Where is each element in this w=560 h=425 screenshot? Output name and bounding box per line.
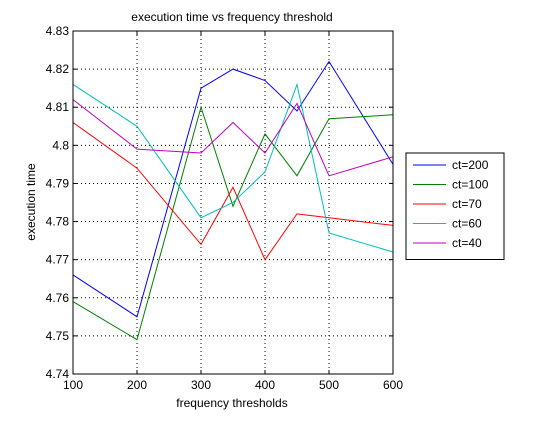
legend-label: ct=60 bbox=[452, 217, 482, 231]
legend-box bbox=[405, 152, 505, 260]
y-tick-label: 4.8 bbox=[52, 138, 69, 152]
y-tick-label: 4.78 bbox=[46, 215, 70, 229]
y-tick-label: 4.76 bbox=[46, 291, 70, 305]
legend-label: ct=70 bbox=[452, 197, 482, 211]
x-tick-label: 300 bbox=[191, 378, 211, 392]
y-tick-label: 4.77 bbox=[46, 253, 70, 267]
y-tick-label: 4.74 bbox=[46, 367, 70, 381]
x-tick-label: 200 bbox=[127, 378, 147, 392]
axes: 100 200 300 400 500 600 4.74 4.75 4.76 4.77 4.78 4.… bbox=[46, 24, 404, 392]
y-tick-label: 4.81 bbox=[46, 100, 70, 114]
legend-label: ct=40 bbox=[452, 236, 482, 250]
y-tick-label: 4.75 bbox=[46, 329, 70, 343]
y-tick-label: 4.82 bbox=[46, 62, 70, 76]
y-axis-label: execution time bbox=[24, 163, 38, 241]
legend: ct=200 ct=100 ct=70 ct=60 ct=40 bbox=[405, 152, 505, 260]
chart-title: execution time vs frequency threshold bbox=[131, 10, 332, 24]
y-tick-label: 4.83 bbox=[46, 24, 70, 38]
series-line bbox=[72, 122, 394, 261]
x-tick-label: 600 bbox=[383, 378, 403, 392]
x-axis-label: frequency thresholds bbox=[176, 396, 287, 410]
plot-series bbox=[72, 60, 394, 341]
series-line bbox=[72, 105, 394, 341]
series-line bbox=[72, 82, 394, 253]
x-tick-label: 100 bbox=[63, 378, 83, 392]
legend-label: ct=200 bbox=[452, 158, 489, 172]
x-tick-label: 400 bbox=[255, 378, 275, 392]
plot-frame bbox=[72, 30, 394, 375]
series-line bbox=[72, 99, 394, 177]
y-tick-label: 4.79 bbox=[46, 176, 70, 190]
series-line bbox=[72, 60, 394, 318]
legend-label: ct=100 bbox=[452, 178, 489, 192]
x-tick-label: 500 bbox=[319, 378, 339, 392]
